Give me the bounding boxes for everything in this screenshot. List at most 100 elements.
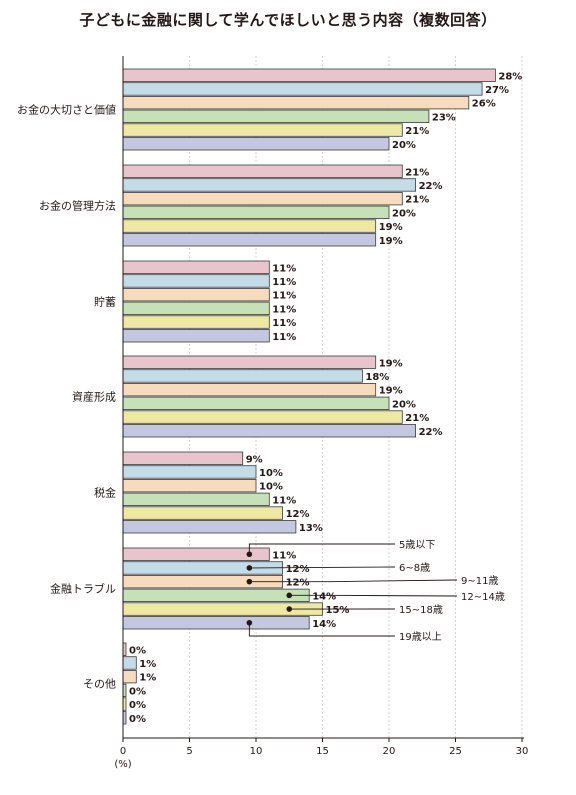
legend-label: 19歳以上 (399, 631, 442, 643)
bar-value-label: 22% (419, 181, 443, 192)
category-label: 税金 (94, 486, 116, 500)
bar-value-label: 19% (379, 386, 403, 397)
bar-value-label: 21% (405, 413, 429, 424)
category-label: その他 (83, 678, 116, 691)
bar-value-label: 0% (129, 714, 146, 725)
bar-value-label: 1% (139, 659, 156, 670)
bar (122, 274, 270, 288)
bar (122, 520, 297, 534)
bar (122, 123, 403, 137)
bar (122, 96, 470, 110)
bar (122, 478, 257, 493)
bar-value-label: 11% (272, 304, 296, 315)
bar-value-label: 0% (129, 686, 146, 697)
legend-label: 6~8歳 (399, 562, 430, 574)
bar-value-label: 20% (392, 208, 416, 219)
bar (122, 355, 377, 369)
bar (122, 287, 270, 302)
legend-label: 5歳以下 (399, 539, 435, 551)
bar-value-label: 13% (299, 523, 323, 534)
legend-label: 15~18歳 (399, 604, 443, 616)
x-tick-label: 20 (383, 746, 396, 757)
legend-label: 9~11歳 (461, 575, 498, 587)
bar (122, 178, 417, 192)
legend-dot (286, 592, 293, 599)
bar (122, 260, 270, 274)
bar (122, 506, 284, 520)
bar-value-label: 11% (272, 318, 296, 329)
legend-leader-line (249, 566, 396, 569)
bar-value-label: 14% (312, 591, 336, 602)
bar (122, 301, 270, 316)
bar-value-label: 22% (419, 427, 443, 438)
bar-value-label: 19% (379, 222, 403, 233)
legend-leader-line (248, 543, 395, 555)
bar-value-label: 0% (129, 645, 146, 656)
bar (122, 424, 417, 438)
bar (122, 315, 270, 329)
legend-dot (246, 619, 253, 626)
bar (122, 396, 390, 411)
bar-value-label: 11% (272, 332, 296, 343)
bar (122, 219, 377, 233)
bar-value-label: 20% (392, 140, 416, 151)
bar (122, 410, 403, 424)
bar (122, 137, 390, 151)
bar (122, 382, 377, 397)
bar-value-label: 11% (272, 550, 296, 561)
bar-value-label: 12% (286, 509, 310, 520)
bar (122, 164, 403, 178)
bar-value-label: 12% (286, 578, 310, 589)
bar (122, 369, 363, 383)
category-label: 貯蓄 (94, 296, 116, 309)
bar (122, 588, 310, 602)
bar (122, 82, 483, 96)
bar-value-label: 27% (485, 85, 509, 96)
bar-value-label: 9% (246, 454, 263, 465)
category-label: お金の大切さと価値 (17, 103, 116, 117)
x-unit-label: (%) (114, 759, 131, 770)
bar (122, 465, 257, 479)
legend-leader-line (248, 622, 395, 637)
bar (122, 329, 270, 343)
chart-title: 子どもに金融に関して学んでほしいと思う内容（複数回答） (79, 11, 497, 29)
bar-value-label: 21% (405, 126, 429, 137)
legend-label: 12~14歳 (461, 591, 505, 603)
bar-value-label: 11% (272, 291, 296, 302)
bar-value-label: 23% (432, 112, 456, 123)
bar (122, 205, 390, 220)
x-tick-label: 0 (120, 746, 126, 757)
bar (122, 68, 496, 82)
legend-dot (246, 551, 253, 558)
bar (122, 656, 137, 670)
bar-value-label: 15% (326, 605, 350, 616)
legend-dot (246, 565, 253, 571)
bar-value-label: 10% (259, 482, 283, 493)
bar (122, 670, 137, 684)
bar-value-label: 11% (272, 495, 296, 506)
bar-value-label: 20% (392, 399, 416, 410)
bar (122, 492, 270, 507)
bar (122, 451, 244, 465)
legend-leader-line (289, 594, 458, 597)
bar (122, 109, 430, 123)
bar-value-label: 19% (379, 236, 403, 247)
x-tick-label: 10 (250, 746, 263, 757)
legend-dot (246, 578, 253, 585)
bar-value-label: 21% (405, 195, 429, 206)
bar-value-label: 14% (312, 619, 336, 630)
x-tick-label: 15 (316, 746, 329, 757)
category-label: お金の管理方法 (39, 199, 116, 213)
bar-value-label: 26% (472, 99, 496, 110)
bar-value-label: 18% (365, 372, 389, 383)
bar-value-label: 28% (498, 71, 522, 82)
bar (122, 616, 310, 630)
bar-value-label: 12% (286, 564, 310, 575)
x-tick-label: 25 (449, 746, 462, 757)
category-label: 金融トラブル (50, 582, 116, 596)
bar-value-label: 0% (129, 700, 146, 711)
bar-value-label: 19% (379, 358, 403, 369)
bar-value-label: 10% (259, 468, 283, 479)
bar-value-label: 21% (405, 167, 429, 178)
